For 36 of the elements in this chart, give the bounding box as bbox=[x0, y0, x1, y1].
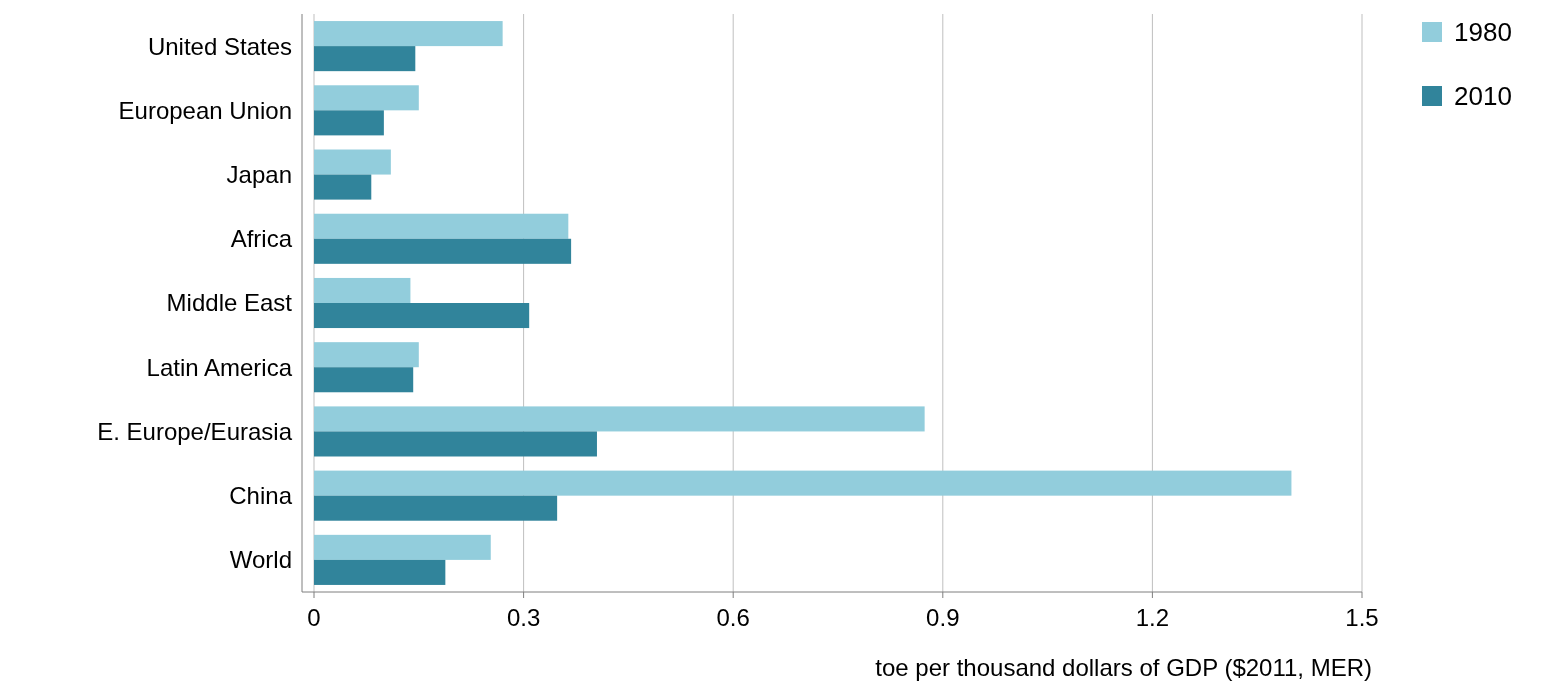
bar bbox=[314, 277, 411, 303]
y-tick-label: World bbox=[229, 546, 292, 574]
x-tick-label: 0 bbox=[307, 604, 321, 631]
bar bbox=[314, 149, 391, 175]
bar bbox=[314, 110, 384, 136]
x-tick-label: 1.5 bbox=[1345, 604, 1379, 631]
bar bbox=[314, 495, 558, 521]
bar bbox=[314, 367, 414, 393]
y-tick-label: United States bbox=[147, 32, 292, 60]
bar bbox=[314, 174, 372, 200]
y-tick-label: European Union bbox=[118, 96, 292, 124]
bar bbox=[314, 303, 530, 329]
legend-label: 2010 bbox=[1454, 81, 1512, 112]
bar bbox=[314, 213, 569, 239]
y-tick-label: China bbox=[229, 482, 293, 510]
bar bbox=[314, 342, 419, 368]
bar bbox=[314, 431, 597, 457]
bar bbox=[314, 470, 1292, 496]
x-tick-label: 1.2 bbox=[1135, 604, 1170, 631]
y-tick-label: E. Europe/Eurasia bbox=[97, 417, 293, 445]
x-tick-label: 0.9 bbox=[926, 604, 960, 631]
legend-label: 1980 bbox=[1454, 17, 1512, 48]
y-tick-label: Middle East bbox=[166, 289, 293, 317]
bar bbox=[314, 534, 491, 560]
y-tick-label: Africa bbox=[230, 225, 293, 253]
bar bbox=[314, 238, 572, 264]
bar bbox=[314, 46, 416, 72]
x-tick-label: 0.6 bbox=[716, 604, 750, 631]
x-tick-label: 0.3 bbox=[506, 604, 541, 631]
x-axis-title: toe per thousand dollars of GDP ($2011, MER) bbox=[875, 654, 1372, 681]
y-tick-label: Latin America bbox=[146, 353, 293, 381]
y-tick-label: Japan bbox=[226, 160, 292, 188]
bar bbox=[314, 85, 419, 111]
bar bbox=[314, 406, 925, 432]
bar bbox=[314, 21, 503, 47]
bar bbox=[314, 559, 446, 585]
